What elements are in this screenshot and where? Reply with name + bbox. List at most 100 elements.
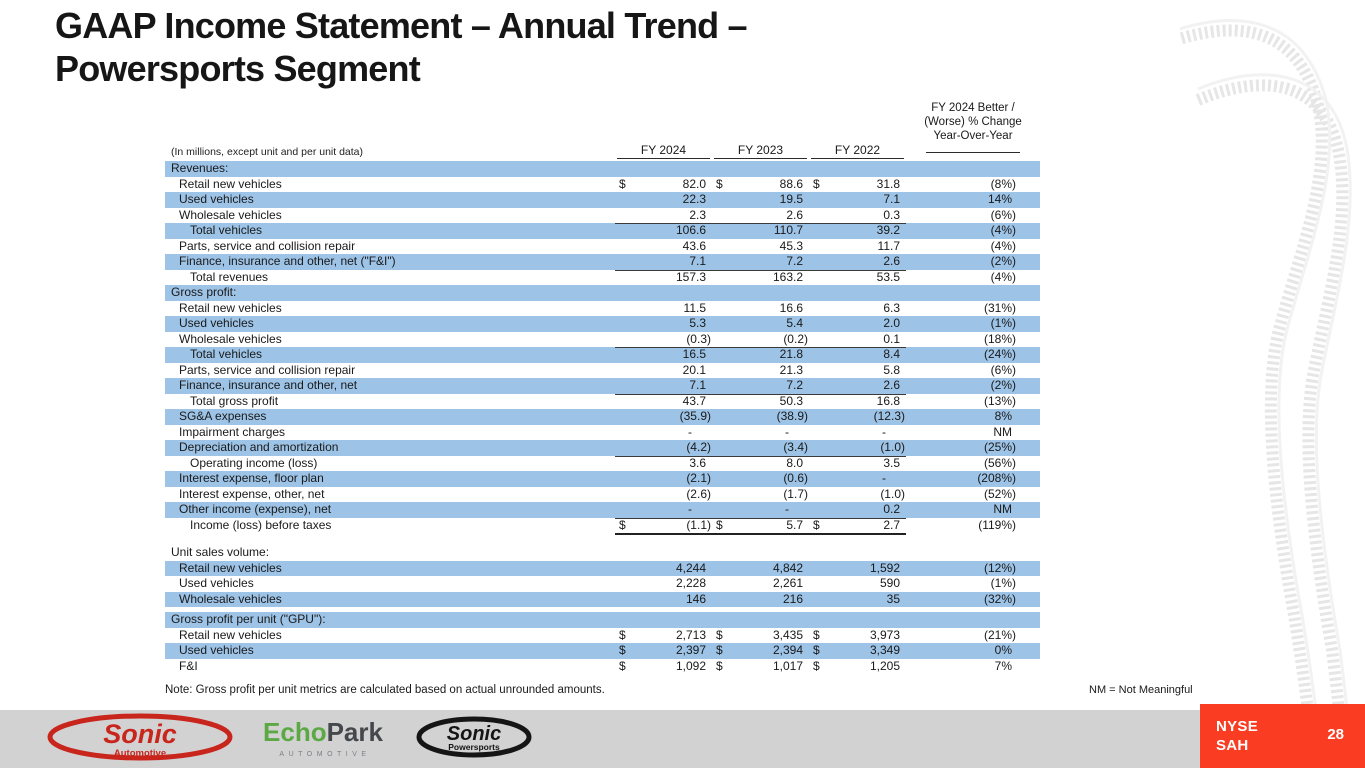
currency-symbol: $ [619, 643, 626, 657]
fy2024-value-cell: 3.6 [615, 456, 712, 472]
cell-value: 5.4 [786, 316, 803, 330]
powersports-logo-text: Sonic [447, 723, 501, 745]
row-label: Income (loss) before taxes [190, 517, 332, 532]
fy2022-value-cell: 16.8 [809, 394, 906, 410]
row-label: Parts, service and collision repair [179, 362, 356, 377]
cell-value: 82.0 [682, 176, 706, 191]
row-label: Gross profit per unit ("GPU"): [171, 612, 326, 626]
yoy-change-cell: (8%) [990, 176, 1016, 191]
cell-value: - [688, 502, 692, 516]
row-label: Impairment charges [179, 424, 286, 439]
fy2024-value-cell: 11.5 [615, 301, 712, 317]
fy2023-value-cell [712, 545, 809, 561]
fy2023-value-cell: 110.7 [712, 223, 809, 239]
table-row: Impairment charges - - - NM [165, 425, 1040, 441]
yoy-change-cell: 14% [987, 192, 1012, 206]
yoy-change-cell: NM [993, 502, 1012, 516]
yoy-change-cell [906, 612, 1040, 628]
title-line-1: GAAP Income Statement – Annual Trend – [55, 5, 748, 46]
fy2024-value-cell: (4.2) [615, 440, 712, 457]
cell-value: 2,394 [772, 643, 803, 657]
fy2022-value-cell: 2.6 [809, 254, 906, 271]
fy2024-value-cell: 2.3 [615, 208, 712, 225]
table-row: Used vehicles $2,397 $2,394 $3,349 0% [165, 643, 1040, 659]
cell-value: (38.9) [776, 409, 808, 423]
cell-value: 6.3 [883, 300, 900, 315]
slide-title: GAAP Income Statement – Annual Trend – Po… [55, 4, 955, 90]
yoy-change-cell: (12%) [983, 560, 1016, 575]
table-row: Total revenues 157.3 163.2 53.5 (4%) [165, 270, 1040, 286]
cell-value: - [785, 424, 789, 439]
row-label: Retail new vehicles [179, 176, 282, 191]
fy2022-value-cell: (12.3) [809, 409, 906, 425]
cell-value: 146 [685, 591, 706, 606]
page-number: 28 [1327, 726, 1344, 743]
fy2024-value-cell: $2,397 [615, 643, 712, 659]
fy2022-value-cell: 35 [809, 592, 906, 608]
cell-value: 5.3 [689, 316, 706, 330]
fy2023-value-cell: 8.0 [712, 456, 809, 472]
fy2024-value-cell [615, 285, 712, 301]
fy2024-value-cell: - [615, 502, 712, 519]
cell-value: (0.2) [783, 331, 808, 346]
cell-value: 2,228 [675, 576, 706, 590]
row-label: Used vehicles [179, 192, 254, 206]
yoy-change-cell: 0% [994, 643, 1012, 657]
fy2022-value-cell [809, 285, 906, 301]
cell-value: (0.3) [686, 331, 711, 346]
fy2023-value-cell: 21.3 [712, 363, 809, 379]
currency-symbol: $ [813, 176, 820, 191]
cell-value: 20.1 [682, 362, 706, 377]
fy2023-value-cell: $5.7 [712, 518, 809, 536]
cell-value: 35 [886, 591, 900, 606]
cell-value: 7.1 [689, 254, 706, 268]
row-label: Used vehicles [179, 643, 254, 657]
fy2022-value-cell [809, 545, 906, 561]
currency-symbol: $ [716, 643, 723, 657]
fy2023-value-cell: 16.6 [712, 301, 809, 317]
cell-value: 216 [782, 591, 803, 606]
fy2023-value-cell: 19.5 [712, 192, 809, 208]
echopark-logo-echo: Echo [263, 717, 327, 747]
cell-value: 19.5 [779, 192, 803, 206]
fy2023-value-cell: 216 [712, 592, 809, 608]
cell-value: 1,205 [869, 658, 900, 673]
row-label: Parts, service and collision repair [179, 238, 356, 253]
cell-value: 0.2 [883, 502, 900, 516]
fy2024-value-cell: $1,092 [615, 659, 712, 675]
sonic-logo-subtext: Automotive [114, 748, 166, 759]
fy2024-value-cell: $ (1.1) [615, 518, 712, 536]
row-label: Depreciation and amortization [179, 440, 339, 454]
currency-symbol: $ [813, 627, 820, 642]
cell-value: 50.3 [779, 393, 803, 408]
row-label: Used vehicles [179, 316, 254, 330]
cell-value: 53.5 [876, 269, 900, 284]
fy2022-value-cell: 0.2 [809, 502, 906, 519]
cell-value: 157.3 [675, 269, 706, 284]
yoy-change-cell: (24%) [983, 347, 1016, 361]
row-label: Retail new vehicles [179, 300, 282, 315]
fy2023-value-cell: $88.6 [712, 177, 809, 193]
table-row: Gross profit per unit ("GPU"): [165, 612, 1040, 628]
yoy-change-cell: (6%) [990, 362, 1016, 377]
powersports-logo-subtext: Powersports [448, 742, 500, 752]
column-header-fy2023: FY 2023 [714, 143, 807, 159]
table-row: Gross profit: [165, 285, 1040, 301]
row-label: Total vehicles [190, 223, 263, 237]
cell-value: 31.8 [876, 176, 900, 191]
cell-value: 2,261 [772, 576, 803, 590]
fy2022-value-cell: 6.3 [809, 301, 906, 317]
cell-value: 2,397 [675, 643, 706, 657]
column-header-fy2024: FY 2024 [617, 143, 710, 159]
currency-symbol: $ [716, 517, 723, 532]
fy2023-value-cell: 45.3 [712, 239, 809, 255]
cell-value: 43.7 [682, 393, 706, 408]
table-header: (In millions, except unit and per unit d… [165, 100, 1040, 161]
cell-value: 2.7 [883, 517, 900, 532]
cell-value: 1,092 [675, 658, 706, 673]
table-row: Interest expense, other, net (2.6) (1.7) (1… [165, 487, 1040, 503]
fy2022-value-cell: (1.0) [809, 487, 906, 503]
echopark-logo: EchoPark AUTOMOTIVE [263, 717, 383, 758]
table-body: Revenues: Retail new vehicles $82.0 $88.6 $3… [165, 161, 1040, 674]
cell-value: 7.2 [786, 254, 803, 268]
